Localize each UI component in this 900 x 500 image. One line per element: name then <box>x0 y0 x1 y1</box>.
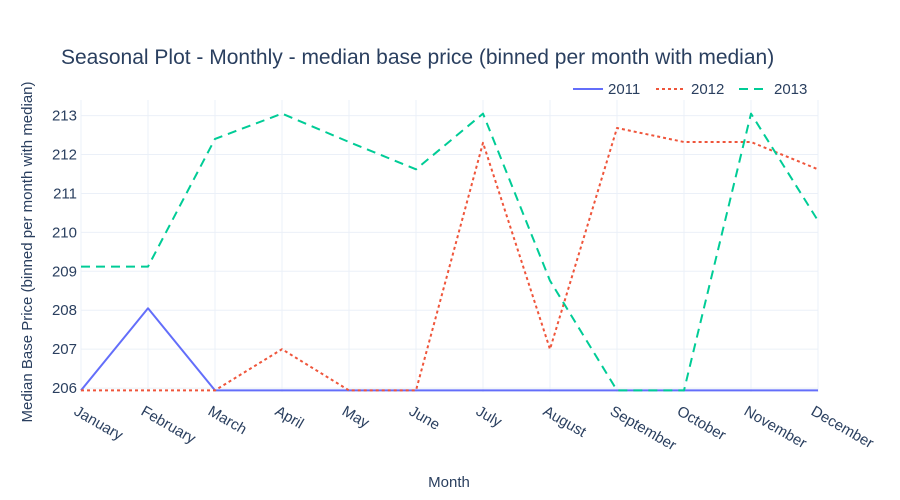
x-tick-labels: January February March April May June July Augu… <box>71 403 876 454</box>
legend-label-2013: 2013 <box>774 81 807 98</box>
grid-lines <box>80 100 819 392</box>
y-tick-label: 213 <box>52 108 77 125</box>
x-tick-label: November <box>741 403 809 452</box>
x-tick-label: July <box>473 403 505 431</box>
legend[interactable]: 2011 2012 2013 <box>573 81 807 98</box>
y-axis-title: Median Base Price (binned per month with… <box>19 81 36 422</box>
x-tick-label: April <box>272 403 306 433</box>
chart-title: Seasonal Plot - Monthly - median base pr… <box>61 46 774 69</box>
y-tick-label: 208 <box>52 302 77 319</box>
x-tick-label: February <box>138 403 199 448</box>
x-tick-label: January <box>71 403 126 445</box>
y-tick-label: 210 <box>52 224 77 241</box>
x-tick-label: September <box>607 403 679 454</box>
x-tick-label: December <box>808 403 876 452</box>
x-axis-title: Month <box>428 474 470 491</box>
series-line-2011[interactable] <box>80 307 818 392</box>
x-tick-label: June <box>406 403 443 434</box>
y-tick-label: 209 <box>52 263 77 280</box>
y-tick-label: 212 <box>52 147 77 164</box>
y-tick-label: 206 <box>52 380 77 397</box>
series-line-2013[interactable] <box>81 112 819 392</box>
legend-label-2011: 2011 <box>608 81 640 98</box>
x-tick-label: August <box>540 403 590 441</box>
x-tick-label: March <box>205 403 250 439</box>
x-tick-label: October <box>674 403 729 444</box>
y-tick-label: 211 <box>53 185 77 202</box>
legend-item-2012[interactable]: 2012 <box>656 81 724 98</box>
legend-item-2011[interactable]: 2011 <box>573 81 640 98</box>
series-lines <box>80 112 819 392</box>
legend-item-2013[interactable]: 2013 <box>739 81 807 98</box>
x-tick-label: May <box>339 403 372 432</box>
y-tick-label: 207 <box>52 341 77 358</box>
series-line-2012[interactable] <box>81 127 819 392</box>
y-tick-labels: 206 207 208 209 210 211 212 213 <box>52 108 77 398</box>
legend-label-2012: 2012 <box>691 81 724 98</box>
